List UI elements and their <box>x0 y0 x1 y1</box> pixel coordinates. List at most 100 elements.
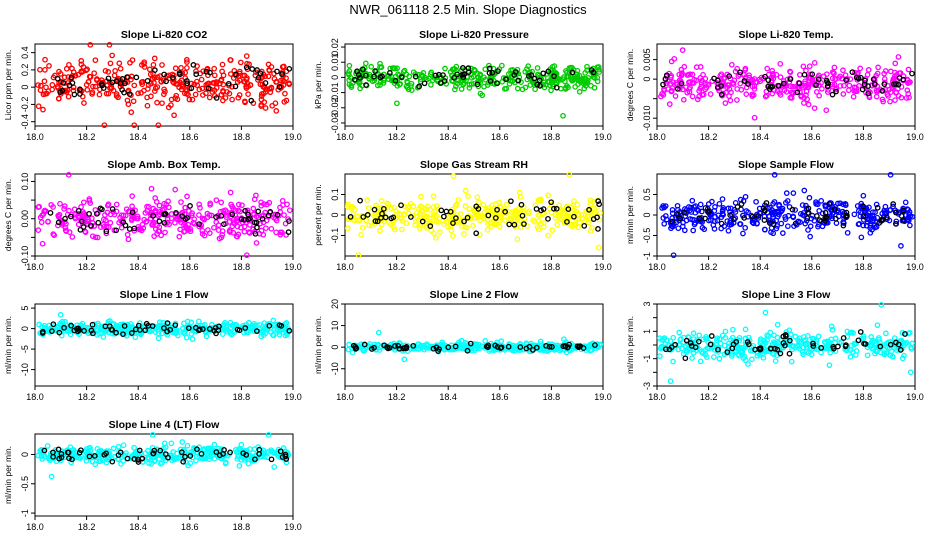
data-point <box>171 112 177 119</box>
x-tick-label: 18.4 <box>439 392 457 402</box>
data-point <box>356 79 363 86</box>
data-point <box>179 439 186 445</box>
data-point <box>460 81 467 88</box>
data-point <box>196 212 202 218</box>
data-point <box>226 90 233 97</box>
x-tick-label: 18.8 <box>855 262 873 272</box>
data-point <box>96 91 103 98</box>
data-point <box>37 214 44 221</box>
data-point <box>575 211 582 218</box>
page-title: NWR_061118 2.5 Min. Slope Diagnostics <box>349 2 587 17</box>
data-point <box>219 68 225 75</box>
data-point <box>527 82 534 88</box>
y-axis-label: ml/min per min. <box>313 316 323 374</box>
overlay-point <box>738 201 745 207</box>
data-point <box>180 83 187 90</box>
data-point <box>260 231 267 238</box>
overlay-point <box>351 76 358 83</box>
data-point <box>57 200 63 207</box>
y-tick-label: -1 <box>642 355 652 363</box>
data-point <box>816 92 822 99</box>
data-point <box>278 229 285 236</box>
data-point <box>770 75 777 82</box>
data-point <box>110 445 117 452</box>
overlay-point <box>242 207 248 214</box>
data-point <box>220 89 226 95</box>
data-point <box>226 219 233 225</box>
data-point <box>83 67 90 74</box>
data-point <box>842 201 849 207</box>
data-point <box>545 192 552 199</box>
data-point <box>127 59 133 66</box>
data-point <box>184 193 190 200</box>
data-point <box>184 59 190 65</box>
data-point <box>120 442 127 449</box>
overlay-point <box>47 210 54 216</box>
data-point <box>809 78 816 84</box>
overlay-point <box>767 220 773 226</box>
data-point <box>565 213 571 220</box>
overlay-point <box>805 205 812 212</box>
data-point <box>887 207 893 214</box>
overlay-point <box>518 201 525 208</box>
data-point <box>102 217 109 224</box>
data-point <box>738 206 744 213</box>
data-point <box>108 84 115 91</box>
data-point <box>669 207 676 213</box>
data-point <box>881 76 888 82</box>
data-point <box>105 201 112 208</box>
data-point <box>42 67 48 73</box>
overlay-point <box>259 216 266 222</box>
data-point <box>850 93 857 100</box>
data-point <box>525 63 532 69</box>
data-point <box>139 62 145 68</box>
data-point <box>540 81 547 88</box>
data-point <box>130 98 137 105</box>
overlay-point <box>660 81 666 88</box>
overlay-point <box>727 212 734 219</box>
data-point <box>398 226 405 233</box>
data-point <box>873 93 880 100</box>
overlay-point <box>485 212 492 219</box>
overlay-point <box>120 219 127 226</box>
data-point <box>491 221 498 228</box>
overlay-point <box>150 212 156 219</box>
data-point <box>124 231 131 238</box>
y-tick-label: 5 <box>20 306 30 311</box>
data-point <box>749 219 756 226</box>
data-point <box>501 86 508 92</box>
data-point <box>236 92 243 98</box>
data-point <box>566 171 573 178</box>
data-point <box>674 202 681 209</box>
y-tick-label: 0.1 <box>330 188 340 201</box>
data-point <box>258 333 265 340</box>
data-point <box>144 102 151 109</box>
data-point <box>224 326 231 333</box>
overlay-point <box>69 80 76 86</box>
overlay-point <box>824 83 831 90</box>
data-point <box>89 91 95 97</box>
data-point <box>199 85 206 92</box>
data-point <box>418 206 425 213</box>
data-point <box>173 81 179 87</box>
data-point <box>138 227 145 234</box>
data-point <box>65 327 71 334</box>
overlay-point <box>515 77 521 84</box>
data-point <box>35 227 42 233</box>
x-tick-label: 18.8 <box>233 522 251 532</box>
x-tick-label: 18.8 <box>855 392 873 402</box>
data-point <box>79 212 86 218</box>
data-point <box>282 90 288 97</box>
data-point <box>799 202 806 208</box>
overlay-point <box>144 77 151 84</box>
x-tick-label: 18.8 <box>855 132 873 142</box>
data-point <box>202 322 208 328</box>
data-point <box>835 209 842 216</box>
overlay-point <box>816 217 823 224</box>
overlay-point <box>265 212 272 219</box>
data-point <box>107 60 114 67</box>
overlay-point <box>489 69 496 76</box>
data-point <box>57 71 64 77</box>
data-point <box>815 333 822 340</box>
y-tick-label: -10 <box>20 363 30 376</box>
